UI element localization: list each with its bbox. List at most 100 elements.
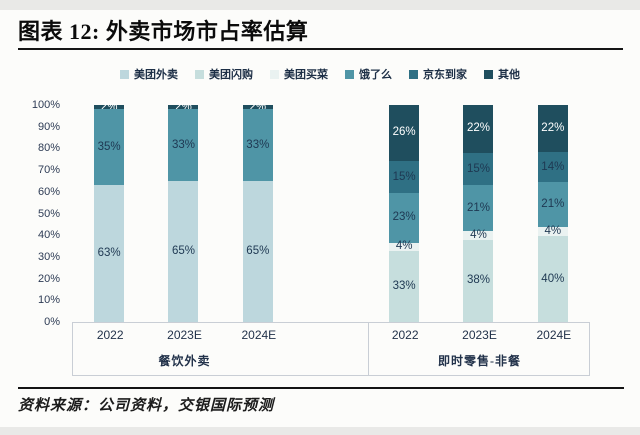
source-note: 资料来源：公司资料，交银国际预测 — [18, 398, 275, 414]
bar-segment-label: 21% — [541, 198, 565, 211]
bar-slot: 65% 33% 2% — [146, 101, 220, 322]
y-axis-tick-label: 60% — [37, 185, 60, 198]
bar-segment-label: 23% — [392, 211, 416, 224]
bar-segment: 22% — [463, 105, 494, 153]
bar-segment: 14% — [537, 152, 568, 183]
legend-item: 其他 — [484, 66, 520, 82]
bar-slot: 65% 33% 2% — [221, 101, 295, 322]
x-axis-group-label: 餐饮外卖 — [158, 354, 211, 368]
x-axis-year-label: 2024E — [536, 328, 572, 342]
bar-segment-label: 38% — [466, 274, 490, 287]
stacked-bar-2023E: 65% 33% 2% — [168, 101, 199, 322]
legend-swatch-icon — [120, 69, 129, 79]
bar-segment: 35% — [94, 109, 125, 186]
legend-label: 美团闪购 — [209, 69, 253, 81]
y-axis-tick-label: 20% — [37, 272, 60, 285]
bar-segment-label: 33% — [246, 138, 270, 151]
bar-segment-label: 15% — [392, 170, 416, 183]
bar-segment-label: 2% — [100, 100, 118, 113]
bar-segment-label: 63% — [97, 247, 121, 260]
chart-legend: 美团外卖 美团闪购 美团买菜 饿了么 京东到家 其他 — [0, 66, 640, 82]
bar-segment-label: 2% — [249, 100, 267, 113]
stacked-bar-2023E: 38% 4% 21% 15% 22% — [463, 105, 494, 322]
bar-segment: 65% — [168, 180, 199, 322]
bar-segment-label: 2% — [175, 100, 192, 113]
legend-swatch-icon — [484, 69, 493, 79]
bar-segment: 2% — [94, 101, 125, 112]
figure-title: 图表 12: 外卖市场市占率估算 — [18, 19, 309, 44]
x-axis-year-label: 2022 — [391, 328, 419, 342]
y-axis-tick-label: 80% — [37, 142, 60, 155]
bar-segment-label: 65% — [246, 244, 270, 257]
x-axis-year-label: 2023E — [462, 328, 497, 342]
bar-segment: 15% — [389, 160, 420, 194]
bar-segment-label: 4% — [544, 225, 562, 238]
bar-segment-label: 15% — [466, 162, 490, 175]
bar-segment: 15% — [463, 152, 494, 186]
legend-label: 美团买菜 — [284, 69, 328, 81]
y-axis-tick-label: 90% — [37, 120, 60, 133]
x-axis-year-label: 2023E — [167, 328, 202, 342]
bar-slot: 38% 4% 21% 15% 22% — [441, 105, 515, 322]
bar-segment: 33% — [389, 251, 420, 322]
bar-segment: 2% — [242, 101, 273, 112]
bar-segment: 4% — [463, 228, 494, 241]
bar-segment: 23% — [389, 193, 420, 243]
x-axis-year-label: 2024E — [241, 328, 277, 342]
bar-segment: 21% — [463, 185, 494, 231]
y-axis-tick-label: 30% — [37, 250, 60, 263]
bar-segment: 26% — [389, 105, 420, 161]
x-axis-group-label: 即时零售-非餐 — [438, 354, 521, 368]
figure-card: 图表 12: 外卖市场市占率估算 美团外卖 美团闪购 美团买菜 饿了么 京东到家 其他 1… — [0, 10, 640, 427]
bar-segment: 63% — [94, 185, 125, 322]
y-axis-tick-label: 40% — [37, 229, 60, 242]
x-axis-year-row: 2022 2023E 2024E — [368, 328, 591, 342]
legend-item: 京东到家 — [409, 66, 467, 82]
y-axis-tick-label: 50% — [37, 207, 60, 220]
legend-swatch-icon — [195, 69, 204, 79]
legend-item: 美团闪购 — [195, 66, 253, 82]
bar-segment: 22% — [537, 105, 568, 153]
legend-item: 饿了么 — [345, 66, 392, 82]
title-rule — [18, 48, 623, 50]
plot-area: 63% 35% 2% 65% 33% 2% 65% 33% 2% 33% 4% 23% 15% 26% 38… — [72, 101, 590, 322]
y-axis-tick-label: 70% — [37, 164, 60, 177]
bar-segment-label: 4% — [395, 240, 413, 253]
bar-segment: 33% — [242, 109, 273, 181]
legend-label: 饿了么 — [359, 69, 392, 81]
bar-segment-label: 40% — [541, 272, 565, 285]
bar-slot: 63% 35% 2% — [72, 101, 146, 322]
bar-segment: 21% — [537, 182, 568, 228]
x-axis-year-label: 2022 — [96, 328, 124, 342]
legend-swatch-icon — [270, 69, 279, 79]
y-axis-tick-label: 100% — [31, 99, 60, 111]
bar-segment: 4% — [389, 240, 420, 253]
bar-segment-label: 33% — [392, 280, 416, 293]
legend-label: 京东到家 — [423, 69, 467, 81]
bar-group-instant-retail: 33% 4% 23% 15% 26% 38% 4% 21% 15% 22% 40% 4% 21% 14% 2… — [367, 105, 590, 322]
bar-group-restaurant-delivery: 63% 35% 2% 65% 33% 2% 65% 33% 2% — [72, 101, 295, 322]
bar-segment-label: 4% — [470, 228, 487, 241]
bar-segment: 4% — [537, 225, 568, 238]
bar-segment: 2% — [168, 101, 199, 112]
legend-swatch-icon — [345, 69, 354, 79]
bar-slot: 33% 4% 23% 15% 26% — [367, 105, 441, 322]
legend-swatch-icon — [409, 69, 418, 79]
bar-segment: 65% — [242, 180, 273, 322]
legend-item: 美团外卖 — [120, 66, 178, 82]
bar-segment-label: 22% — [541, 122, 565, 135]
x-axis-year-row: 2022 2023E 2024E — [73, 328, 296, 342]
legend-label: 其他 — [498, 69, 520, 81]
stacked-bar-2022: 63% 35% 2% — [94, 101, 125, 322]
bar-segment-label: 33% — [171, 138, 195, 151]
bar-segment: 33% — [168, 109, 199, 181]
legend-label: 美团外卖 — [134, 69, 178, 81]
bar-segment-label: 65% — [171, 244, 195, 257]
stacked-bar-2024E: 40% 4% 21% 14% 22% — [537, 105, 568, 322]
category-box-divider — [368, 323, 369, 375]
footer-rule — [18, 387, 624, 389]
y-axis-tick-label: 0% — [44, 316, 60, 328]
bar-segment-label: 22% — [466, 122, 490, 135]
legend-item: 美团买菜 — [270, 66, 328, 82]
stacked-bar-2024E: 65% 33% 2% — [242, 101, 273, 322]
